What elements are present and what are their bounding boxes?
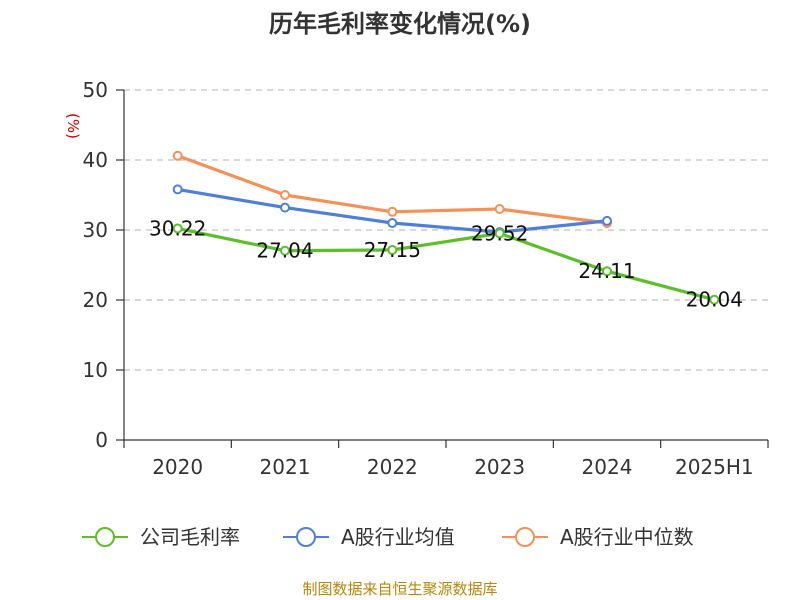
data-point bbox=[172, 150, 183, 161]
data-label-layer: 30.22 27.04 27.15 29.52 24.11 20.04 bbox=[149, 216, 743, 311]
legend-marker bbox=[515, 527, 535, 547]
y-tick-label: 10 bbox=[83, 358, 108, 382]
data-point bbox=[280, 245, 290, 256]
y-tick-label: 40 bbox=[83, 148, 108, 172]
chart-title: 历年毛利率变化情况(%) bbox=[269, 10, 531, 38]
legend-label: A股行业均值 bbox=[341, 525, 455, 549]
x-tick-label: 2023 bbox=[474, 455, 525, 479]
legend-label: 公司毛利率 bbox=[140, 525, 240, 549]
data-point bbox=[602, 215, 612, 226]
data-point bbox=[387, 206, 398, 217]
y-axis-label: (%) bbox=[64, 113, 82, 139]
legend-label: A股行业中位数 bbox=[560, 525, 694, 549]
data-point bbox=[387, 244, 398, 255]
grid-layer bbox=[124, 89, 768, 371]
x-tick-label: 2020 bbox=[152, 455, 203, 479]
data-point bbox=[602, 266, 612, 277]
data-point bbox=[494, 228, 505, 239]
y-tick-label: 30 bbox=[83, 218, 108, 242]
data-point bbox=[172, 223, 183, 234]
series-line bbox=[177, 226, 715, 302]
data-point bbox=[280, 190, 290, 200]
legend-marker bbox=[296, 527, 316, 547]
x-tick-label: 2022 bbox=[367, 455, 418, 479]
source-note: 制图数据来自恒生聚源数据库 bbox=[302, 580, 498, 598]
data-point bbox=[172, 184, 183, 195]
x-tick-label: 2024 bbox=[582, 455, 633, 479]
data-label: 27.15 bbox=[364, 238, 421, 262]
data-point bbox=[494, 204, 505, 214]
data-point bbox=[280, 202, 290, 213]
x-tick-label: 2025H1 bbox=[675, 455, 754, 479]
data-label: 24.11 bbox=[578, 259, 635, 283]
x-tick-label: 2021 bbox=[260, 455, 311, 479]
series-layer bbox=[172, 150, 720, 305]
data-label: 27.04 bbox=[256, 239, 313, 263]
data-point bbox=[387, 218, 398, 228]
data-label: 20.04 bbox=[686, 288, 743, 312]
legend: 公司毛利率 A股行业均值 A股行业中位数 bbox=[82, 525, 694, 549]
axis-layer: 0 10 20 30 40 50 2020 2021 2022 2023 2024 2025H1 bbox=[83, 78, 769, 479]
legend-marker bbox=[95, 527, 115, 547]
data-label: 30.22 bbox=[149, 216, 206, 240]
data-label: 29.52 bbox=[471, 221, 528, 245]
data-point bbox=[709, 294, 720, 305]
y-tick-label: 50 bbox=[83, 78, 108, 102]
y-tick-label: 0 bbox=[95, 428, 108, 452]
y-tick-label: 20 bbox=[83, 288, 108, 312]
